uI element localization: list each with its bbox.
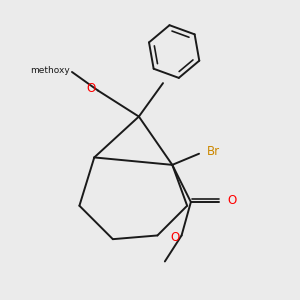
Text: O: O (86, 82, 95, 95)
Text: O: O (228, 194, 237, 207)
Text: Br: Br (207, 146, 220, 158)
Text: methoxy: methoxy (30, 66, 70, 75)
Text: O: O (170, 231, 180, 244)
